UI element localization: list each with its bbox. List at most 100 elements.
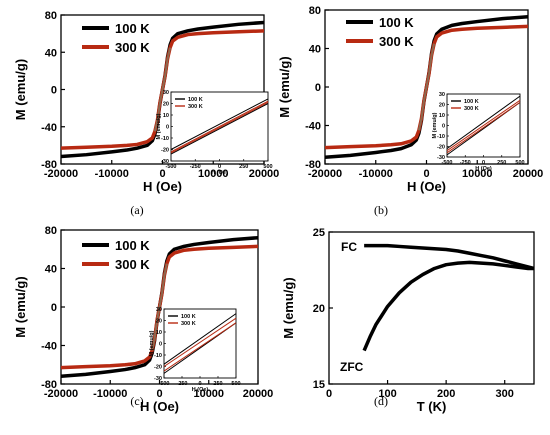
inset-y-tick-label: -30 [161, 159, 169, 165]
inset-x-tick-label: 250 [213, 381, 222, 387]
series-line-zfc [362, 260, 534, 352]
inset-x-tick-label: 0 [482, 160, 485, 166]
panel-caption: (d) [374, 394, 388, 408]
inset-legend-label: 300 K [188, 104, 203, 110]
y-tick-label: 40 [309, 44, 321, 56]
y-tick-label: 25 [313, 227, 325, 239]
inset-x-axis-label: H (Oe) [211, 170, 228, 176]
inset-x-axis-label: H (Oe) [192, 387, 209, 393]
chart-panel-b: -20000 -10000 0 10000 20000 -80 -40 0 40 80 H (Oe)… [277, 5, 543, 217]
y-tick-label: -40 [41, 122, 57, 134]
legend-label: 100 K [379, 15, 414, 30]
inset-y-tick-label: -30 [437, 155, 445, 161]
inset-y-tick-label: 20 [163, 102, 169, 108]
inset-y-axis-label: M (emu/g) [156, 113, 162, 139]
series-overlap-line [151, 263, 168, 351]
series-label-fc: FC [341, 240, 357, 254]
x-tick-label: -20000 [44, 388, 78, 400]
series-overlap-line [417, 43, 436, 131]
x-tick-label: 20000 [243, 388, 274, 400]
inset-y-axis-label: M (emu/g) [149, 330, 155, 356]
x-tick-label: 200 [437, 388, 455, 400]
y-tick-label: 0 [315, 82, 321, 94]
y-tick-label: 40 [45, 47, 57, 59]
inset-legend-label: 300 K [181, 321, 196, 327]
inset-series-line [163, 322, 237, 372]
y-tick-label: 80 [45, 225, 57, 237]
inset-x-tick-label: -500 [165, 164, 176, 170]
x-tick-label: -20000 [44, 168, 78, 180]
x-tick-label: 0 [423, 168, 429, 180]
y-tick-label: 40 [45, 264, 57, 276]
series-overlap-line [153, 47, 172, 132]
series-label-zfc: ZFC [340, 360, 364, 374]
y-tick-label: -80 [41, 159, 57, 171]
inset-y-tick-label: 10 [439, 113, 445, 119]
inset-chart: -500 -250 0 250 500 -30 -20 -10 0 10 20 30 H (Oe) M (… [432, 92, 525, 172]
panel-caption: (c) [130, 394, 143, 408]
inset-x-tick-label: 250 [497, 160, 506, 166]
x-tick-label: 300 [496, 388, 514, 400]
x-tick-label: 100 [378, 388, 396, 400]
inset-series-line [163, 313, 237, 365]
y-tick-label: 80 [309, 5, 321, 17]
inset-series-line [446, 101, 521, 154]
y-axis-label: M (emu/g) [281, 277, 296, 338]
inset-x-tick-label: 500 [231, 381, 240, 387]
inset-y-tick-label: 20 [156, 319, 162, 325]
y-tick-label: -80 [305, 159, 321, 171]
inset-y-tick-label: -10 [154, 353, 162, 359]
legend-label: 300 K [115, 40, 150, 55]
y-tick-label: -40 [41, 341, 57, 353]
inset-frame [163, 308, 237, 379]
inset-y-axis-label: M (emu/g) [432, 112, 438, 138]
x-axis-label: H (Oe) [143, 179, 182, 194]
inset-x-tick-label: -250 [176, 381, 187, 387]
legend-label: 300 K [379, 34, 414, 49]
inset-y-tick-label: 0 [159, 342, 162, 348]
inset-legend-label: 100 K [464, 99, 479, 105]
inset-series-line [170, 101, 269, 154]
inset-x-tick-label: 0 [218, 164, 221, 170]
inset-series-line [446, 95, 521, 150]
y-axis-label: M (emu/g) [277, 56, 292, 117]
y-axis-label: M (emu/g) [13, 276, 28, 337]
inset-legend-label: 100 K [188, 97, 203, 103]
x-axis-label: H (Oe) [140, 399, 179, 414]
x-tick-label: 20000 [513, 168, 544, 180]
inset-x-tick-label: -250 [460, 160, 471, 166]
y-tick-label: 20 [313, 303, 325, 315]
legend-label: 300 K [115, 257, 150, 272]
x-tick-label: 0 [326, 388, 332, 400]
inset-y-tick-label: -20 [161, 148, 169, 154]
x-tick-label: -10000 [95, 168, 129, 180]
inset-y-tick-label: 0 [442, 124, 445, 130]
inset-y-tick-label: -30 [154, 376, 162, 382]
series-line-fc [364, 243, 535, 271]
inset-y-tick-label: -10 [437, 134, 445, 140]
panel-caption: (a) [130, 203, 143, 217]
inset-x-tick-label: -250 [190, 164, 201, 170]
x-tick-label: 10000 [193, 388, 224, 400]
inset-x-tick-label: -500 [158, 381, 169, 387]
inset-y-tick-label: 30 [439, 92, 445, 98]
y-tick-label: 0 [51, 302, 57, 314]
inset-y-tick-label: 20 [439, 103, 445, 109]
y-tick-label: 80 [45, 10, 57, 22]
inset-x-tick-label: 0 [198, 381, 201, 387]
inset-x-axis-label: H (Oe) [475, 166, 492, 172]
x-tick-label: 0 [156, 388, 162, 400]
inset-x-tick-label: 500 [515, 160, 524, 166]
x-tick-label: -10000 [93, 388, 127, 400]
inset-chart: -500 -250 0 250 500 -30 -20 -10 0 10 20 30 H (Oe) M (… [156, 90, 273, 176]
inset-y-tick-label: -20 [437, 145, 445, 151]
inset-y-tick-label: -10 [161, 136, 169, 142]
x-tick-label: 20000 [249, 168, 280, 180]
inset-y-tick-label: 0 [166, 125, 169, 131]
inset-series-line [170, 98, 269, 150]
inset-legend-label: 100 K [181, 314, 196, 320]
y-tick-label: 15 [313, 379, 325, 391]
y-axis-label: M (emu/g) [13, 59, 28, 120]
inset-y-tick-label: 30 [156, 307, 162, 313]
